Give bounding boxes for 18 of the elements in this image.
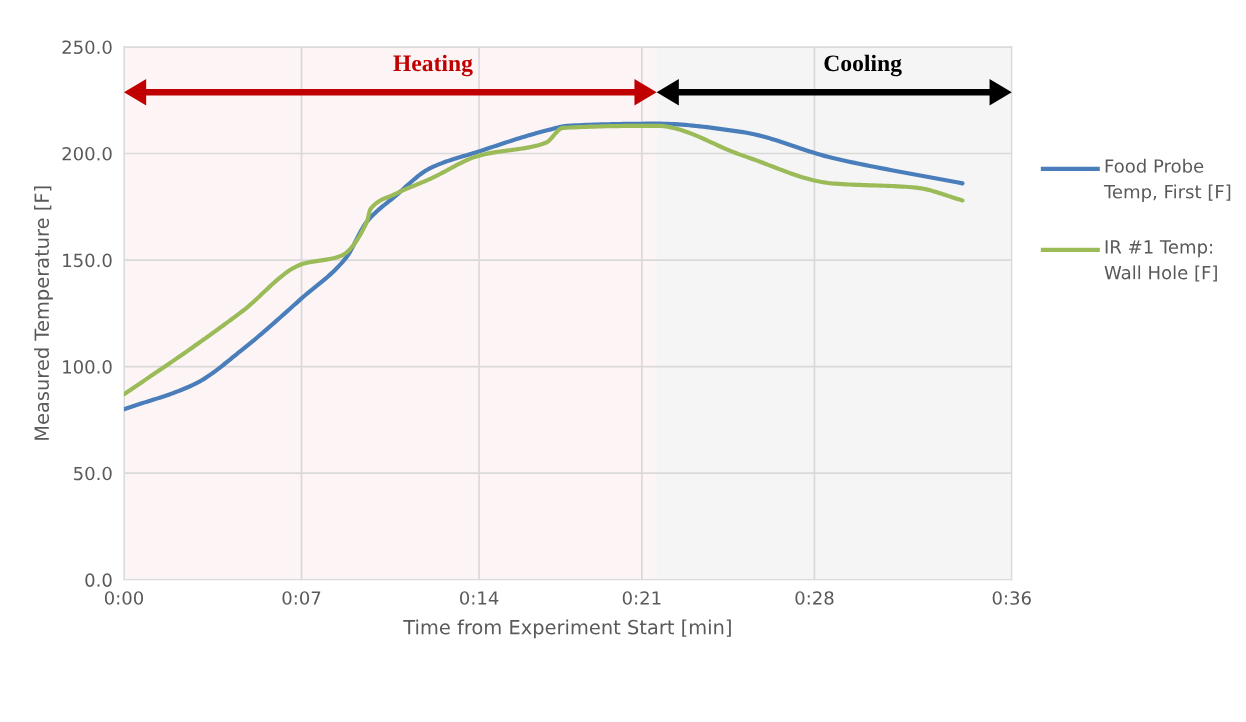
y-tick-label: 100.0 <box>63 360 112 374</box>
y-tick-label: 50.0 <box>74 466 112 481</box>
x-tick-label: 0:21 <box>622 591 661 605</box>
y-tick-label: 150.0 <box>63 253 112 268</box>
x-tick-label: 0:07 <box>282 591 321 605</box>
x-tick-label: 0:28 <box>795 591 834 605</box>
x-tick-label: 0:14 <box>460 591 499 605</box>
legend-label: Food Probe Temp, First [F] <box>1103 158 1231 203</box>
legend-label: IR #1 Temp: Wall Hole [F] <box>1104 240 1217 282</box>
band-label: Cooling <box>824 54 902 77</box>
y-tick-label: 250.0 <box>62 40 112 55</box>
y-tick-label: 0.0 <box>85 573 112 587</box>
x-axis-title: Time from Experiment Start [min] <box>403 619 731 639</box>
band-label: Heating <box>393 54 473 77</box>
x-tick-label: 0:36 <box>992 591 1031 605</box>
y-tick-label: 200.0 <box>62 146 112 161</box>
x-tick-label: 0:00 <box>104 591 144 605</box>
y-axis-title: Measured Temperature [F] <box>34 186 53 440</box>
